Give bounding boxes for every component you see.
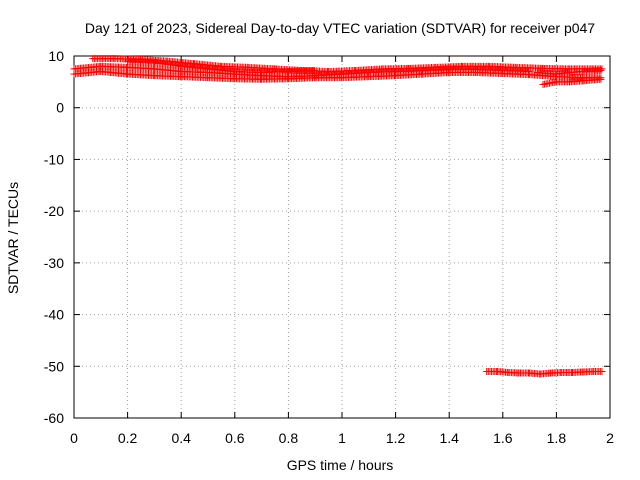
data-point xyxy=(597,75,605,83)
y-tick-label: -20 xyxy=(44,203,64,219)
y-tick-label: -10 xyxy=(44,151,64,167)
y-tick-label: -60 xyxy=(44,410,64,426)
x-tick-label: 1.2 xyxy=(386,430,406,446)
series-track-5 xyxy=(539,75,605,88)
data-point xyxy=(598,367,606,375)
y-tick-label: -30 xyxy=(44,255,64,271)
x-tick-label: 1 xyxy=(338,430,346,446)
x-tick-label: 1.8 xyxy=(547,430,567,446)
x-tick-label: 0.6 xyxy=(225,430,245,446)
data-point xyxy=(597,67,605,75)
data-point xyxy=(525,67,533,75)
y-tick-label: 0 xyxy=(56,100,64,116)
x-tick-label: 1.6 xyxy=(493,430,513,446)
y-tick-label: -40 xyxy=(44,307,64,323)
chart-title: Day 121 of 2023, Sidereal Day-to-day VTE… xyxy=(85,20,595,36)
data-points xyxy=(70,55,606,378)
x-tick-label: 0.4 xyxy=(171,430,191,446)
y-axis-label: SDTVAR / TECUs xyxy=(5,182,21,294)
x-axis-label: GPS time / hours xyxy=(287,457,394,473)
x-tick-label: 1.4 xyxy=(439,430,459,446)
series-track-1 xyxy=(70,68,605,83)
series-track-6 xyxy=(534,67,605,78)
x-tick-label: 0.2 xyxy=(118,430,138,446)
x-tick-label: 0.8 xyxy=(279,430,299,446)
x-tick-label: 2 xyxy=(606,430,614,446)
data-point xyxy=(310,67,318,75)
y-tick-label: -50 xyxy=(44,358,64,374)
tick-layer: 0 0.2 0.4 0.6 0.8 1 1.2 1.4 1.6 1.8 2 -60 -50 -40 -30 -… xyxy=(44,48,614,446)
series-track-low xyxy=(483,367,606,378)
grid-layer xyxy=(74,56,610,418)
x-tick-label: 0 xyxy=(70,430,78,446)
y-tick-label: 10 xyxy=(48,48,64,64)
series-track-4 xyxy=(124,57,318,77)
